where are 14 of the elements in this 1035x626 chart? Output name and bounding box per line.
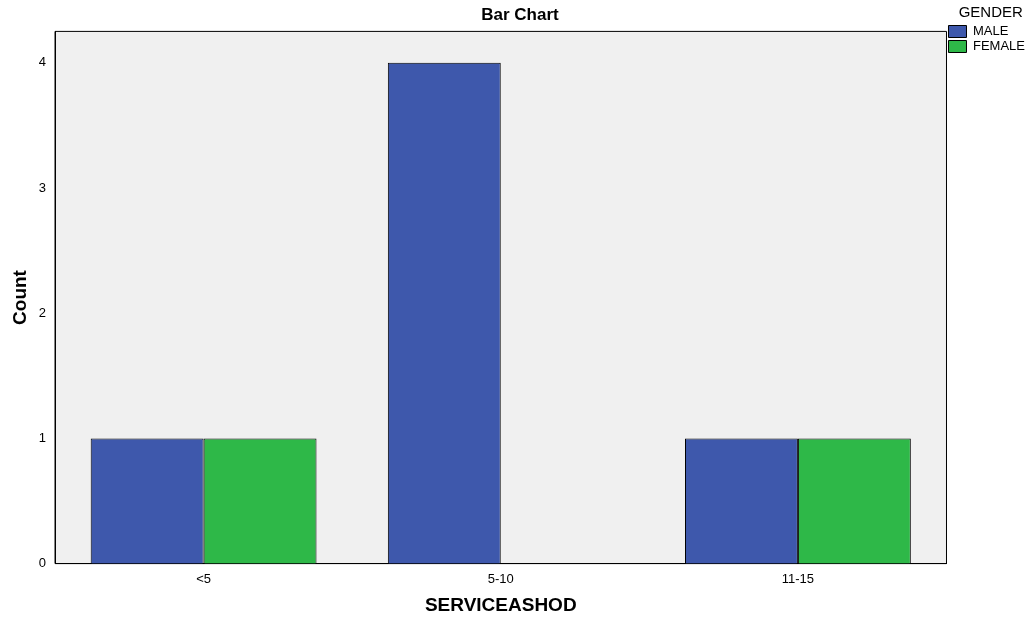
y-tick-label: 0 [38,555,47,571]
x-tick-label: 11-15 [781,570,815,586]
x-tick-label: 5-10 [487,570,514,586]
legend-label: MALE [972,23,1009,39]
y-tick-label: 2 [38,304,47,320]
x-axis-title: SERVICEASHOD [424,593,577,615]
x-tick-label: <5 [196,570,212,586]
y-axis-title: Count [8,269,30,325]
y-tick-label: 3 [38,179,47,195]
y-tick-label: 4 [38,54,47,70]
chart-title: Bar Chart [481,4,560,24]
legend-label: FEMALE [972,38,1026,54]
y-tick-label: 1 [38,429,47,445]
legend-title: GENDER [958,2,1023,20]
